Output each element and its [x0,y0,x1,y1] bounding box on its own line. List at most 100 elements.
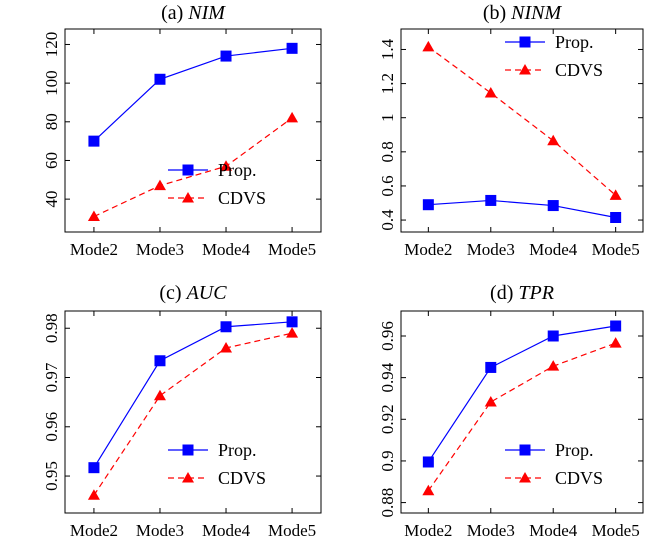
x-tick-label: Mode2 [404,521,452,540]
data-point-prop [220,50,232,62]
legend-marker-prop [519,444,531,456]
legend-label-cdvs: CDVS [218,188,266,208]
series-line-cdvs [427,342,616,492]
y-tick-label: 1.2 [378,73,397,94]
y-tick-label: 120 [42,32,61,58]
chart-title: (a) NIM [161,2,226,24]
legend-marker-cdvs [519,64,531,75]
data-point-cdvs [286,327,299,338]
chart-title: (c) AUC [159,282,227,304]
legend: Prop. CDVS [505,440,603,488]
y-tick-label: 1 [378,113,397,122]
chart-title-metric: NINM [510,2,562,24]
chart-panel-2: (b) NINM Mode2 Mode3 Mode4 Mode5 0.4 0.6 0.8 1 1.… [378,2,644,259]
data-point-prop [547,330,559,342]
data-point-prop [286,316,298,328]
legend-label-prop: Prop. [555,440,594,460]
y-tick-label: 0.95 [42,461,61,491]
legend-label-cdvs: CDVS [555,60,603,80]
data-point-prop [154,355,166,367]
x-tick-label: Mode3 [467,521,515,540]
chart-title-metric: NIM [187,2,226,24]
data-point-prop [88,135,100,147]
chart-title-prefix: (a) [161,2,188,24]
y-tick-label: 80 [42,113,61,130]
data-point-cdvs [484,86,497,98]
data-point-prop [220,321,232,333]
x-tick-label: Mode5 [592,521,640,540]
y-tick-label: 0.9 [378,450,397,471]
legend-label-cdvs: CDVS [218,468,266,488]
y-tick-label: 100 [42,70,61,96]
legend-marker-prop [182,164,194,176]
series-line-prop [93,321,293,468]
legend-label-prop: Prop. [555,32,594,52]
y-tick-label: 0.97 [42,362,61,392]
y-tick-label: 0.4 [378,209,397,231]
series-line-cdvs [93,117,293,218]
x-tick-label: Mode5 [268,240,316,259]
x-tick-label: Mode4 [202,521,251,540]
legend-label-prop: Prop. [218,160,257,180]
x-tick-label: Mode3 [136,521,184,540]
y-tick-label: 0.98 [42,313,61,343]
data-point-prop [88,462,100,474]
chart-title-prefix: (b) [483,2,511,24]
chart-panel-4: (d) TPR Mode2 Mode3 Mode4 Mode5 0.88 0.9 0.92 0.… [378,282,644,540]
x-tick-label: Mode2 [70,240,118,259]
legend-marker-cdvs [182,472,194,483]
series-line-prop [428,199,616,219]
data-point-cdvs [484,396,497,407]
legend-marker-cdvs [519,472,531,483]
y-tick-label: 0.88 [378,488,397,518]
data-point-cdvs [547,134,560,146]
y-tick-label: 0.94 [378,362,397,392]
data-point-cdvs [87,489,100,500]
data-point-prop [422,199,434,211]
y-tick-label: 40 [42,191,61,208]
data-point-cdvs [220,341,233,353]
y-tick-label: 0.96 [42,412,61,442]
legend-label-cdvs: CDVS [555,468,603,488]
chart-title-prefix: (c) [159,282,186,304]
data-point-prop [422,456,434,468]
x-tick-label: Mode3 [136,240,184,259]
chart-panel-3: (c) AUC Mode2 Mode3 Mode4 Mode5 0.95 0.96 0.97 0… [42,282,322,540]
chart-title-prefix: (d) [490,282,518,304]
y-tick-label: 60 [42,152,61,169]
chart-panel-1: (a) NIM Mode2 Mode3 Mode4 Mode5 40 60 80 100 120 P… [42,2,322,259]
x-tick-label: Mode5 [268,521,316,540]
legend: Prop. CDVS [505,32,603,80]
plot-frame [64,310,322,514]
chart-title: (d) TPR [490,282,554,304]
data-point-cdvs [286,111,299,123]
x-tick-label: Mode3 [467,240,515,259]
plot-frame [400,310,644,514]
data-point-prop [154,73,166,85]
legend-label-prop: Prop. [218,440,257,460]
series-line-cdvs [93,332,293,496]
x-tick-label: Mode4 [202,240,251,259]
data-point-cdvs [547,360,560,371]
y-tick-label: 0.96 [378,321,397,351]
y-tick-label: 0.6 [378,175,397,196]
legend-marker-cdvs [182,192,194,203]
data-point-prop [485,194,497,206]
plot-frame [64,28,322,233]
data-point-prop [610,320,622,332]
x-tick-label: Mode4 [529,240,578,259]
x-tick-label: Mode5 [592,240,640,259]
data-point-cdvs [220,160,233,171]
legend-marker-prop [182,444,194,456]
data-point-cdvs [422,484,435,496]
chart-title: (b) NINM [483,2,563,24]
legend-marker-prop [519,36,531,48]
data-point-cdvs [153,179,166,191]
y-tick-label: 0.8 [378,141,397,162]
data-point-prop [610,212,622,223]
legend: Prop. CDVS [168,440,266,488]
series-line-prop [427,325,616,463]
y-tick-label: 1.4 [378,38,397,60]
x-tick-label: Mode4 [529,521,578,540]
